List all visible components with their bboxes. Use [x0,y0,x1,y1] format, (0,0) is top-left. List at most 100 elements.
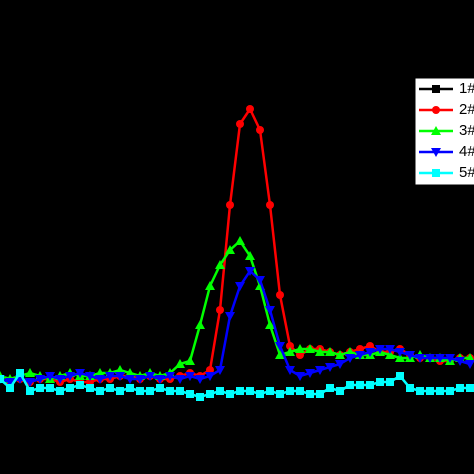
marker [155,375,165,384]
marker [285,366,295,375]
marker [296,378,304,386]
marker [432,106,440,114]
marker [95,368,105,377]
marker [25,378,35,387]
marker [236,369,244,377]
marker [146,387,154,395]
marker [205,372,215,381]
marker [206,378,214,386]
marker [106,384,114,392]
marker [426,378,434,386]
marker [75,369,85,378]
marker [205,281,215,290]
marker [175,359,185,368]
marker [431,126,441,135]
marker [215,366,225,375]
marker [36,384,44,392]
marker [226,201,234,209]
marker [165,372,175,381]
marker [5,378,15,387]
marker [276,291,284,299]
marker [246,105,254,113]
marker [245,251,255,260]
marker [145,372,155,381]
marker [175,375,185,384]
marker [315,347,325,356]
marker [376,378,384,386]
legend: 1# 2# 3# 4# 5# [414,77,474,186]
marker [395,348,405,357]
marker [436,378,444,386]
marker [85,372,95,381]
marker [396,378,404,386]
marker [26,387,34,395]
marker [95,375,105,384]
marker [435,354,445,363]
marker [246,387,254,395]
marker [335,360,345,369]
marker [336,387,344,395]
marker [176,387,184,395]
marker [185,372,195,381]
marker [55,375,65,384]
marker [266,201,274,209]
marker [446,378,454,386]
marker [455,357,465,366]
marker [196,393,204,401]
marker [295,344,305,353]
marker [432,169,440,177]
marker [256,126,264,134]
marker [365,348,375,357]
marker [416,378,424,386]
marker [416,387,424,395]
legend-label: 2# [459,101,474,118]
marker [265,320,275,329]
marker [235,236,245,245]
marker [466,384,474,392]
marker [286,387,294,395]
legend-label: 4# [459,143,474,160]
marker [16,369,24,377]
marker [266,375,274,383]
marker [415,354,425,363]
marker [126,384,134,392]
marker [405,351,415,360]
marker [345,347,355,356]
marker [385,345,395,354]
marker [135,375,145,384]
marker [355,351,365,360]
marker [216,387,224,395]
marker [256,390,264,398]
marker [426,387,434,395]
marker [226,390,234,398]
marker [246,369,254,377]
marker [325,347,335,356]
legend-label: 5# [459,164,474,181]
marker [225,245,235,254]
marker [25,368,35,377]
marker [105,372,115,381]
marker [215,260,225,269]
marker [276,378,284,386]
marker [186,390,194,398]
marker [356,381,364,389]
marker [206,390,214,398]
marker [96,387,104,395]
marker [236,387,244,395]
marker [375,345,385,354]
marker [431,148,441,157]
marker [46,384,54,392]
marker [406,384,414,392]
series-line [0,269,471,384]
marker [316,378,324,386]
series [0,105,474,386]
marker [466,378,474,386]
marker [396,372,404,380]
marker [346,381,354,389]
marker [336,378,344,386]
marker [385,350,395,359]
marker [6,384,14,392]
marker [386,378,394,386]
marker [446,387,454,395]
